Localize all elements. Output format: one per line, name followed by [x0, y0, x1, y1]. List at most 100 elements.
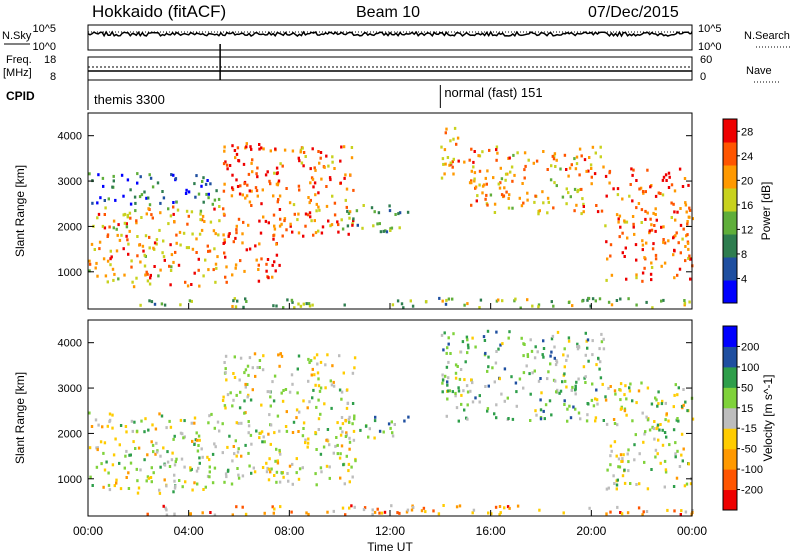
- data-cell: [254, 374, 257, 378]
- data-cell: [382, 229, 385, 233]
- data-cell: [625, 220, 629, 224]
- data-cell: [198, 456, 201, 460]
- data-cell: [328, 176, 332, 180]
- data-cell: [336, 452, 339, 456]
- data-cell: [533, 369, 536, 373]
- data-cell: [555, 360, 559, 364]
- data-cell: [661, 443, 665, 447]
- data-cell: [276, 171, 279, 175]
- data-cell: [477, 154, 480, 158]
- data-cell: [677, 386, 680, 390]
- data-cell: [247, 420, 250, 423]
- data-cell: [250, 204, 253, 207]
- data-cell: [628, 386, 631, 390]
- data-cell: [532, 161, 535, 165]
- data-cell: [148, 246, 151, 250]
- data-cell: [102, 257, 106, 261]
- data-cell: [143, 458, 146, 462]
- data-cell: [624, 246, 627, 250]
- data-cell: [248, 464, 251, 468]
- data-cell: [233, 355, 236, 359]
- data-cell: [99, 196, 102, 200]
- data-cell: [573, 388, 577, 392]
- data-cell: [222, 189, 226, 193]
- data-cell: [518, 196, 521, 200]
- data-cell: [337, 223, 340, 227]
- data-cell: [301, 466, 304, 470]
- data-cell: [582, 210, 585, 214]
- data-cell: [231, 144, 234, 148]
- data-cell: [604, 398, 608, 402]
- data-cell: [269, 404, 272, 408]
- data-cell: [575, 203, 578, 207]
- data-cell: [542, 150, 545, 153]
- data-cell: [238, 192, 242, 196]
- data-cell: [391, 434, 395, 438]
- data-cell: [604, 224, 607, 228]
- data-cell: [313, 356, 316, 360]
- data-cell: [144, 273, 147, 277]
- data-cell: [197, 192, 201, 196]
- data-cell: [255, 258, 258, 262]
- data-cell: [568, 166, 572, 170]
- colorbar-tick-label: -15: [741, 423, 757, 435]
- data-cell: [295, 408, 299, 412]
- data-cell: [187, 214, 190, 218]
- data-cell: [522, 342, 525, 346]
- data-cell: [276, 183, 279, 187]
- data-cell: [605, 512, 608, 516]
- data-cell: [546, 168, 549, 171]
- data-cell: [609, 454, 612, 458]
- data-cell: [273, 374, 277, 378]
- data-cell: [115, 478, 118, 482]
- data-cell: [575, 162, 579, 166]
- data-cell: [470, 169, 473, 173]
- data-cell: [550, 413, 553, 417]
- data-cell: [97, 173, 100, 177]
- freq-unit: [MHz]: [3, 67, 32, 79]
- data-cell: [164, 506, 167, 510]
- data-cell: [260, 202, 263, 206]
- data-cell: [344, 198, 347, 202]
- data-cell: [619, 297, 622, 301]
- data-cell: [534, 409, 537, 413]
- data-cell: [248, 189, 251, 193]
- data-cell: [662, 298, 665, 302]
- data-cell: [97, 212, 101, 216]
- data-cell: [250, 161, 253, 165]
- data-cell: [474, 345, 477, 349]
- data-cell: [526, 355, 530, 358]
- data-cell: [224, 354, 228, 358]
- data-cell: [187, 190, 191, 194]
- data-cell: [223, 149, 226, 153]
- data-cell: [466, 343, 470, 347]
- data-cell: [351, 422, 354, 426]
- data-cell: [246, 364, 250, 368]
- data-cell: [183, 419, 186, 423]
- data-cell: [442, 348, 445, 352]
- data-cell: [344, 173, 347, 177]
- data-cell: [126, 238, 129, 242]
- data-cell: [247, 172, 251, 176]
- data-cell: [659, 423, 662, 426]
- data-cell: [442, 162, 445, 166]
- data-cell: [394, 213, 397, 216]
- data-cell: [224, 255, 227, 259]
- data-cell: [147, 428, 150, 432]
- data-cell: [464, 360, 467, 364]
- data-cell: [317, 384, 321, 388]
- data-cell: [158, 488, 161, 492]
- data-cell: [242, 162, 246, 166]
- data-cell: [190, 283, 193, 286]
- data-cell: [497, 347, 500, 351]
- data-cell: [304, 155, 307, 158]
- data-cell: [680, 404, 684, 408]
- data-cell: [161, 251, 164, 255]
- cpid-segment-0: themis 3300: [94, 92, 165, 107]
- data-cell: [285, 228, 288, 232]
- data-cell: [389, 227, 392, 231]
- data-cell: [444, 374, 447, 378]
- data-cell: [674, 218, 677, 222]
- data-cell: [615, 454, 618, 458]
- data-cell: [214, 232, 217, 236]
